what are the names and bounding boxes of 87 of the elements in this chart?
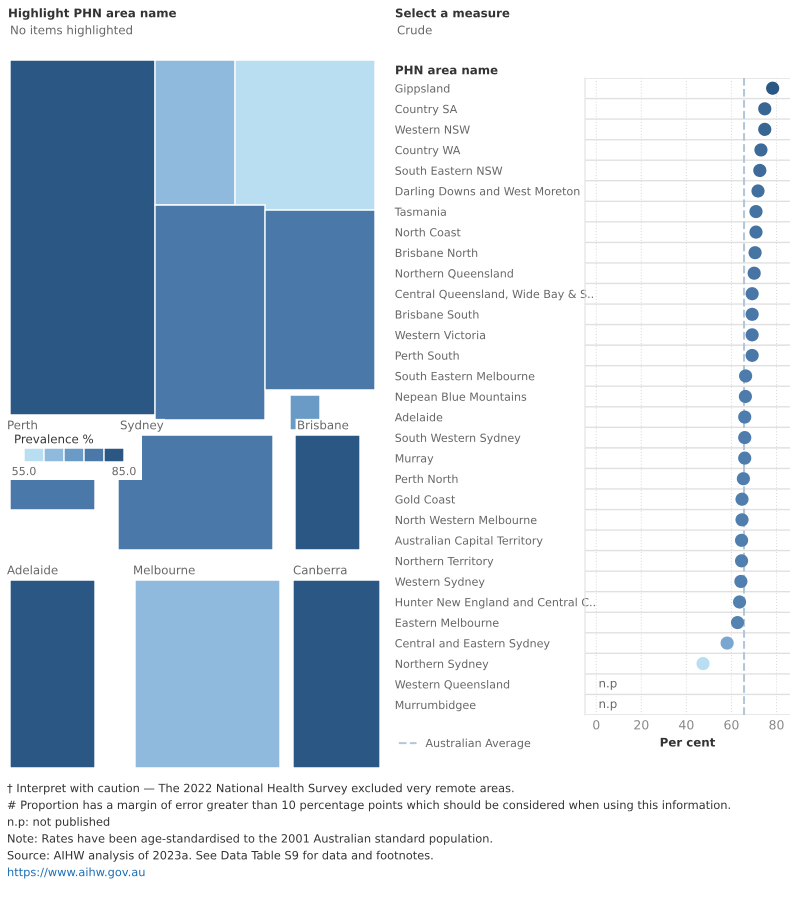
y-tick-label: Murrumbidgee: [396, 700, 476, 712]
point: [751, 184, 765, 198]
point: [746, 287, 759, 300]
point: [758, 102, 772, 116]
y-tick-label: Western Queensland: [395, 680, 510, 690]
point: [696, 657, 710, 670]
y-tick-label: Northern Sydney: [396, 659, 488, 670]
y-tick-label: Brisbane South: [396, 310, 478, 319]
text: Brisbane: [298, 420, 348, 430]
y-tick-label: Adelaide: [394, 412, 442, 422]
y-tick-label: Brisbane North: [396, 248, 478, 258]
point: [753, 164, 766, 178]
y-tick-label: Country SA: [395, 104, 458, 116]
y-tick-label: Western Victoria: [395, 330, 485, 340]
point: [749, 204, 763, 218]
text: Canberra: [294, 565, 346, 574]
y-tick-label: Gold Coast: [395, 495, 456, 504]
y-tick-label: Northern Queensland: [396, 268, 513, 279]
y-tick-label: Country WA: [395, 146, 460, 156]
y-tick-label: Perth South: [396, 351, 459, 360]
text: # Proportion has a margin of error greater than 10 percentage points which should be considered when using this information.: [8, 800, 730, 812]
text: 55.0: [12, 466, 36, 476]
y-tick-label: Nepean Blue Mountains: [396, 392, 526, 404]
text: https://www.aihw.gov.au: [8, 867, 144, 879]
x-tick-label: 60: [724, 720, 739, 730]
y-tick-label: Darling Downs and West Moreton: [396, 186, 580, 198]
text: Perth: [8, 420, 37, 430]
text: Melbourne: [134, 565, 195, 574]
point: [749, 226, 763, 239]
text: Adelaide: [7, 565, 58, 574]
text: n.p: not published: [8, 817, 110, 828]
y-tick-label: Central and Eastern Sydney: [395, 638, 550, 650]
text: n.p: [600, 701, 617, 710]
point: [738, 452, 752, 465]
x-tick-label: 0: [593, 720, 600, 730]
y-tick-label: South Western Sydney: [395, 433, 520, 444]
y-tick-label: North Western Melbourne: [396, 516, 536, 524]
text: Highlight PHN area name: [9, 8, 176, 20]
point: [734, 554, 748, 568]
legend-label: Australian Average: [426, 738, 530, 750]
y-tick-label: North Coast: [396, 228, 461, 236]
y-tick-label: Western Sydney: [395, 577, 485, 588]
text: Select a measure: [396, 8, 510, 18]
y-tick-label: Tasmania: [394, 207, 446, 216]
y-tick-label: Eastern Melbourne: [396, 618, 499, 627]
point: [758, 122, 772, 136]
text: Note: Rates have been age-standardised to the 2001 Australian standard population.: [8, 834, 492, 845]
point: [734, 534, 748, 547]
text: No items highlighted: [11, 25, 132, 37]
point: [748, 246, 762, 260]
text: Crude: [398, 25, 432, 34]
text: Sydney: [120, 420, 164, 432]
point: [735, 492, 749, 506]
x-tick-label: 80: [769, 720, 784, 730]
point: [738, 410, 752, 424]
y-tick-label: South Eastern NSW: [395, 166, 502, 175]
text: 85.0: [112, 466, 136, 476]
point: [736, 472, 750, 486]
y-tick-label: Gippsland: [395, 84, 450, 95]
x-axis-title: Per cent: [660, 738, 716, 747]
point: [766, 82, 780, 95]
y-axis-title: PHN area name: [396, 66, 498, 74]
point: [732, 595, 746, 609]
y-tick-label: Northern Territory: [396, 556, 494, 568]
source-note: Source: AIHW analysis of 2023a. See Data Table S9 for data and footnotes.: [8, 850, 433, 862]
text: n.p: [600, 680, 617, 690]
point: [754, 143, 768, 157]
point: [748, 266, 761, 280]
point: [746, 348, 759, 362]
point: [746, 328, 759, 342]
point: [739, 369, 752, 383]
point: [738, 431, 752, 444]
y-tick-label: Western NSW: [395, 125, 470, 134]
y-tick-label: Murray: [396, 454, 434, 465]
point: [730, 616, 744, 630]
point: [746, 308, 759, 321]
y-tick-label: South Eastern Melbourne: [395, 372, 534, 380]
x-tick-label: 40: [679, 720, 694, 730]
point: [734, 574, 748, 588]
point: [735, 513, 749, 526]
point: [738, 390, 752, 404]
text: † Interpret with caution — The 2022 National Health Survey excluded very remote areas.: [7, 783, 514, 795]
y-tick-label: Australian Capital Territory: [394, 536, 543, 547]
y-tick-label: Perth North: [396, 474, 458, 484]
point: [720, 636, 734, 650]
x-tick-label: 20: [634, 720, 648, 730]
legend-title: Prevalence %: [15, 434, 94, 444]
